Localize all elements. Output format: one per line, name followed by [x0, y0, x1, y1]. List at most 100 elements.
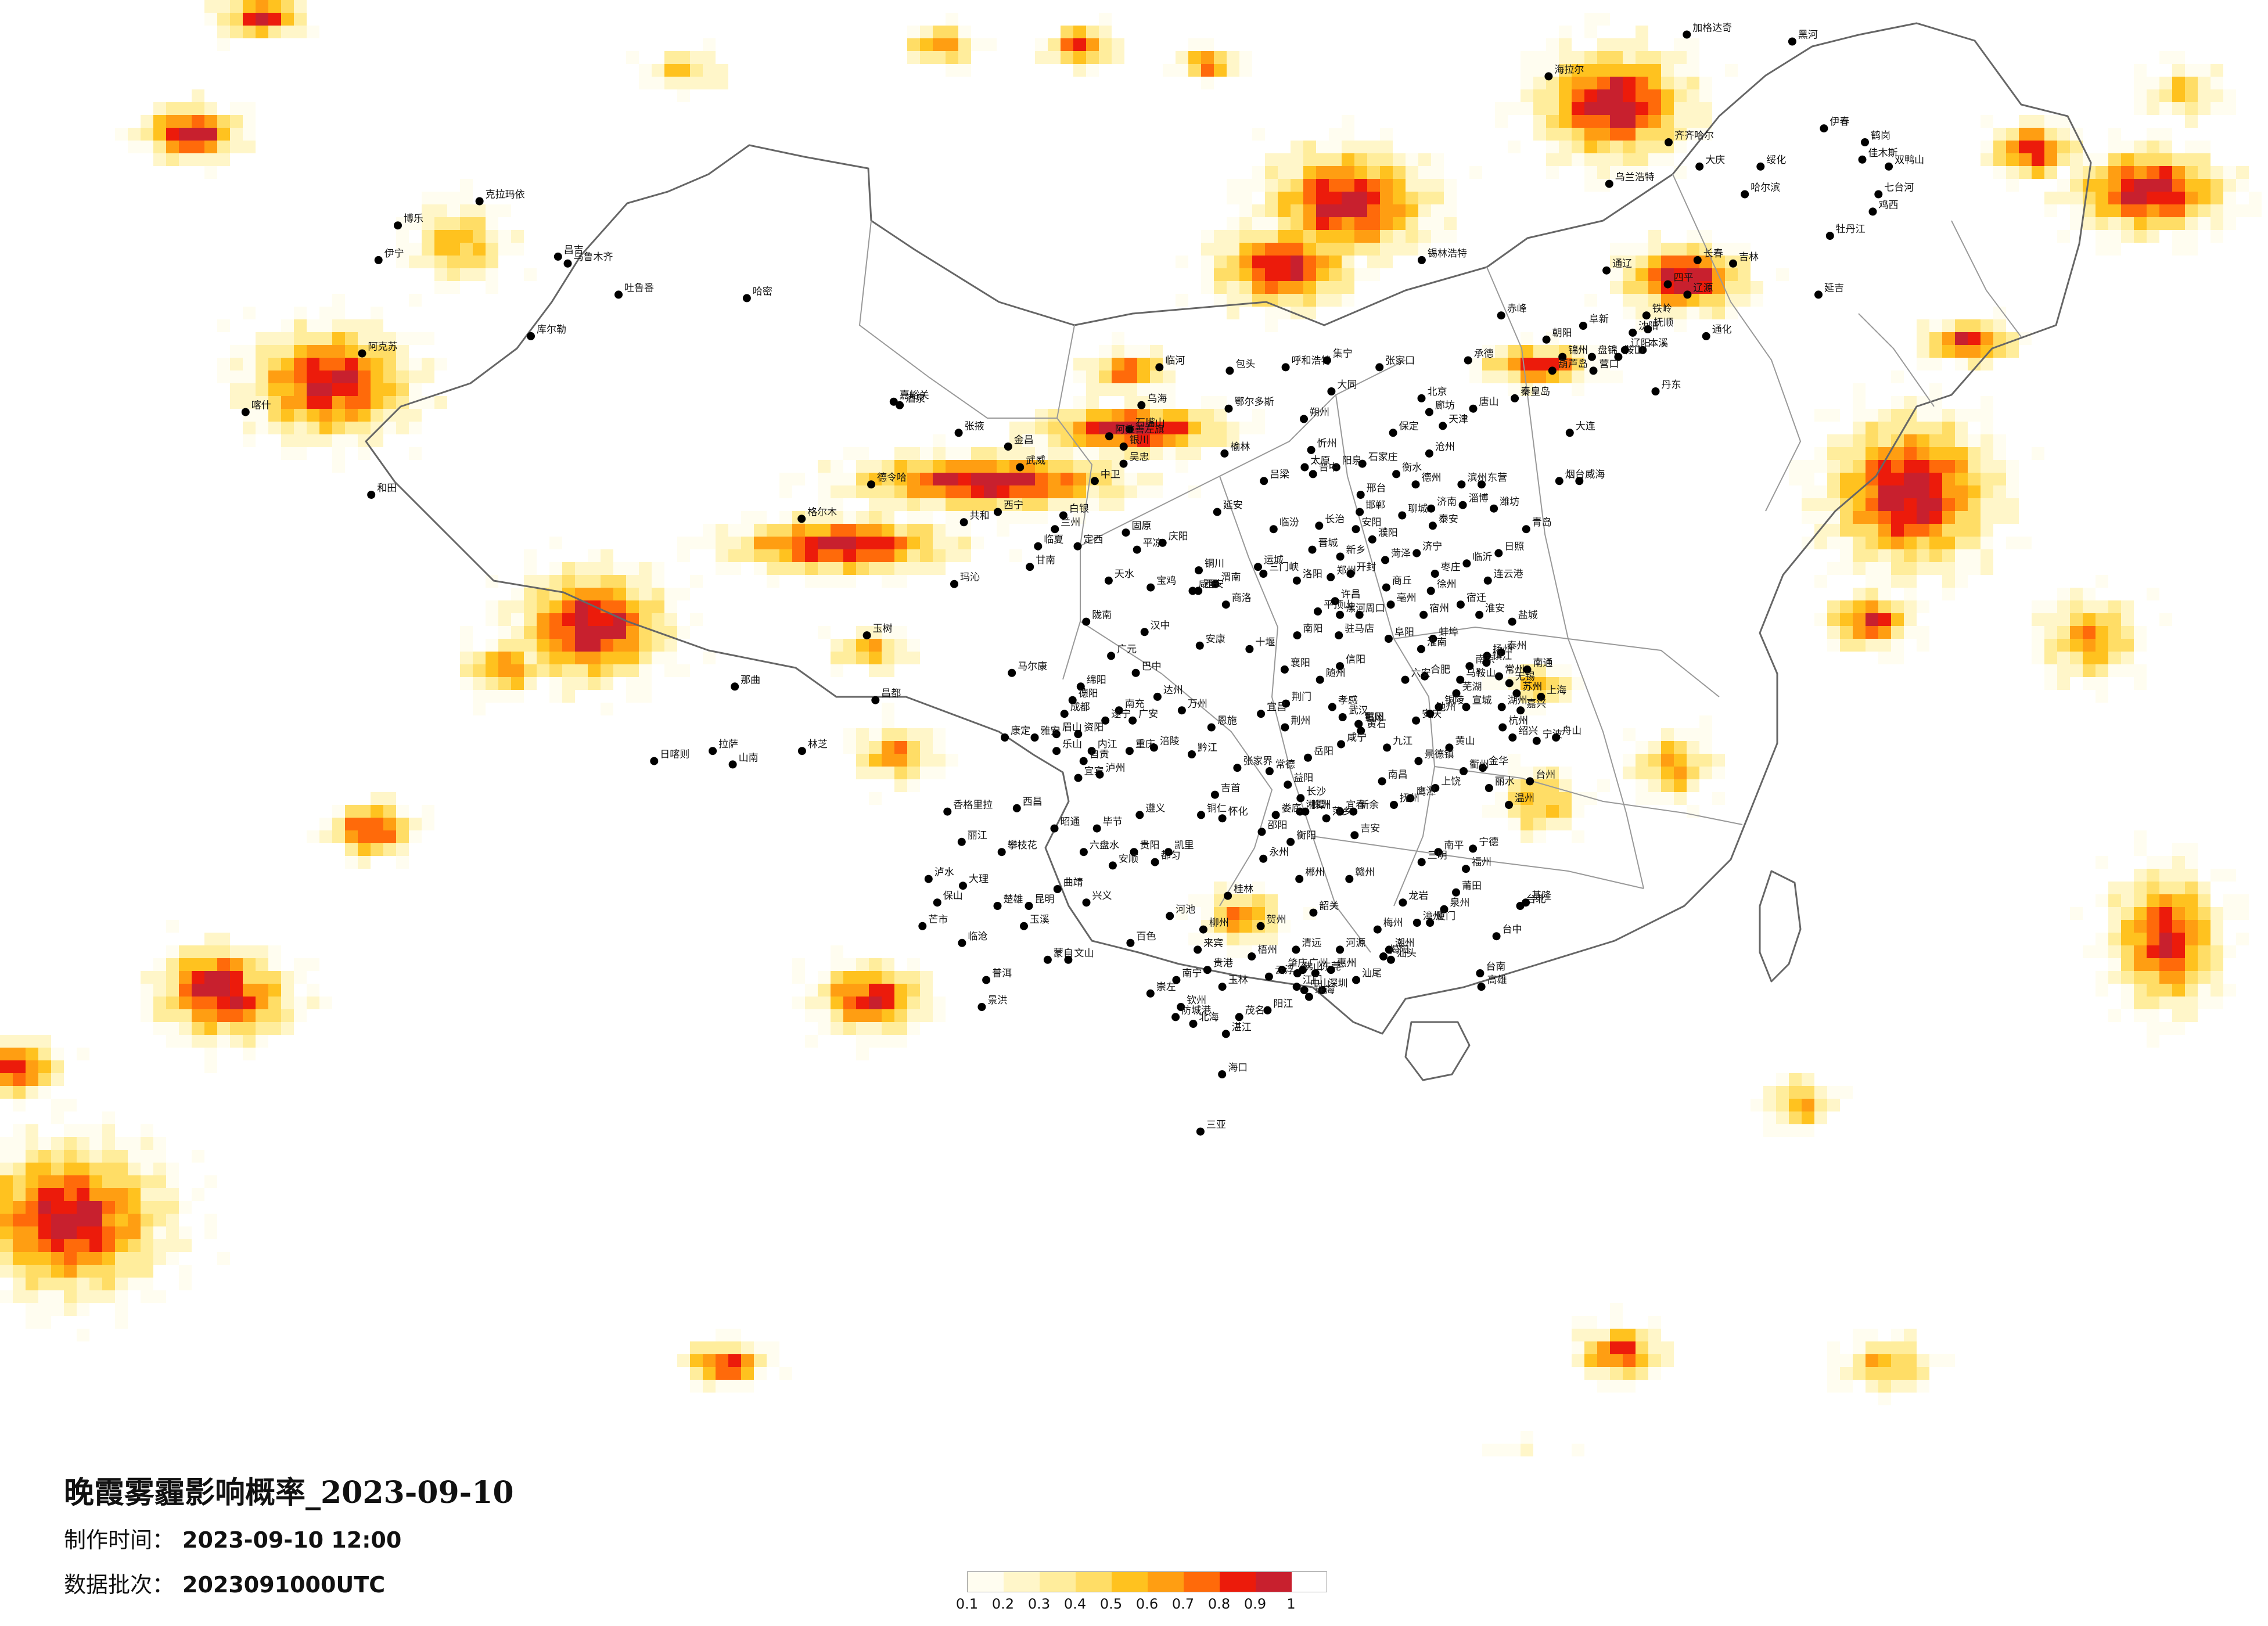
- city-label: 泉州: [1450, 897, 1470, 909]
- city-label: 邵阳: [1268, 819, 1288, 831]
- city-marker: [1345, 875, 1354, 883]
- city-label: 芜湖: [1462, 681, 1482, 693]
- city-label: 泰安: [1439, 513, 1458, 525]
- city-label: 达州: [1163, 685, 1183, 696]
- city-marker: [1260, 477, 1268, 485]
- city-label: 绥化: [1766, 154, 1786, 166]
- legend-tick-label: 0.3: [1027, 1596, 1051, 1612]
- city-marker: [1059, 511, 1067, 520]
- city-label: 阳泉: [1342, 455, 1362, 467]
- city-label: 驻马店: [1345, 623, 1374, 635]
- city-label: 新乡: [1346, 545, 1366, 556]
- city-marker: [1172, 976, 1181, 984]
- city-label: 上饶: [1441, 776, 1461, 787]
- city-label: 阜新: [1589, 314, 1609, 325]
- city-label: 邢台: [1367, 483, 1386, 494]
- city-marker: [1460, 767, 1468, 775]
- city-label: 加格达奇: [1692, 23, 1732, 34]
- city-label: 孝感: [1338, 695, 1358, 707]
- city-marker: [1469, 404, 1478, 413]
- city-marker: [1207, 723, 1216, 732]
- city-marker: [1050, 824, 1059, 833]
- city-label: 临沧: [968, 931, 987, 942]
- city-marker: [1025, 902, 1033, 910]
- city-label: 临沂: [1472, 551, 1492, 563]
- city-marker: [1131, 668, 1140, 677]
- city-marker: [1335, 631, 1343, 640]
- city-marker: [1485, 784, 1493, 792]
- city-marker: [797, 747, 806, 756]
- city-marker: [1858, 155, 1867, 164]
- city-label: 鞍山: [1624, 345, 1644, 357]
- city-label: 泰州: [1507, 641, 1527, 652]
- city-marker: [709, 747, 717, 756]
- city-marker: [1620, 346, 1629, 354]
- city-marker: [1211, 580, 1220, 588]
- city-marker: [933, 898, 941, 907]
- city-marker: [797, 515, 806, 523]
- city-label: 上海: [1547, 685, 1566, 696]
- city-label: 湛江: [1232, 1021, 1252, 1033]
- city-marker: [1555, 477, 1563, 485]
- city-marker: [1788, 37, 1796, 46]
- city-label: 威海: [1585, 469, 1605, 480]
- city-label: 吴忠: [1130, 452, 1149, 463]
- city-marker: [1430, 570, 1439, 578]
- city-label: 潮州: [1395, 937, 1415, 949]
- legend-swatch: [1076, 1572, 1112, 1592]
- city-label: 荆门: [1292, 692, 1311, 703]
- city-label: 铜仁: [1207, 803, 1227, 814]
- city-marker: [1293, 631, 1302, 640]
- city-label: 柳州: [1209, 918, 1229, 929]
- city-label: 九江: [1393, 735, 1412, 747]
- city-label: 茂名: [1245, 1005, 1265, 1016]
- legend-color-bar: [967, 1571, 1327, 1592]
- city-label: 宜春: [1346, 800, 1365, 811]
- city-marker: [475, 197, 484, 206]
- city-marker: [1278, 966, 1286, 974]
- city-marker: [1104, 576, 1113, 585]
- city-marker: [1064, 955, 1073, 964]
- city-marker: [1322, 814, 1331, 823]
- city-label: 合肥: [1430, 664, 1450, 676]
- city-label: 营口: [1600, 358, 1619, 370]
- city-marker: [1398, 511, 1407, 520]
- city-label: 盘锦: [1598, 345, 1618, 357]
- city-label: 齐齐哈尔: [1674, 130, 1714, 142]
- city-marker: [1264, 972, 1273, 981]
- city-marker: [1356, 491, 1365, 499]
- city-label: 库尔勒: [537, 324, 566, 336]
- city-label: 绍兴: [1518, 725, 1538, 737]
- city-marker: [1412, 919, 1421, 927]
- city-label: 江门: [1303, 974, 1322, 986]
- city-marker: [1575, 477, 1584, 485]
- city-marker: [563, 259, 572, 268]
- city-marker: [1440, 905, 1448, 913]
- city-marker: [1197, 811, 1205, 819]
- city-marker: [1336, 552, 1345, 561]
- city-marker: [1378, 777, 1386, 786]
- city-marker: [1629, 328, 1637, 337]
- city-label: 共和: [970, 510, 990, 521]
- city-label: 揭阳: [1389, 944, 1409, 956]
- legend-swatch: [1148, 1572, 1184, 1592]
- city-label: 绵阳: [1087, 674, 1106, 686]
- city-marker: [1318, 986, 1327, 994]
- city-label: 厦门: [1436, 911, 1455, 922]
- city-marker: [1125, 747, 1134, 756]
- city-marker: [1497, 648, 1505, 657]
- city-marker: [1177, 1003, 1185, 1011]
- taiwan-outline: [1759, 870, 1802, 983]
- city-marker: [1188, 587, 1197, 595]
- city-label: 临汾: [1279, 517, 1299, 528]
- city-marker: [1052, 730, 1061, 739]
- city-label: 阳江: [1273, 998, 1293, 1010]
- legend-swatch: [1004, 1572, 1040, 1592]
- city-marker: [1051, 525, 1059, 534]
- city-marker: [1425, 408, 1433, 416]
- city-label: 昌吉: [564, 244, 584, 256]
- city-label: 延安: [1223, 500, 1243, 512]
- city-marker: [1336, 945, 1345, 954]
